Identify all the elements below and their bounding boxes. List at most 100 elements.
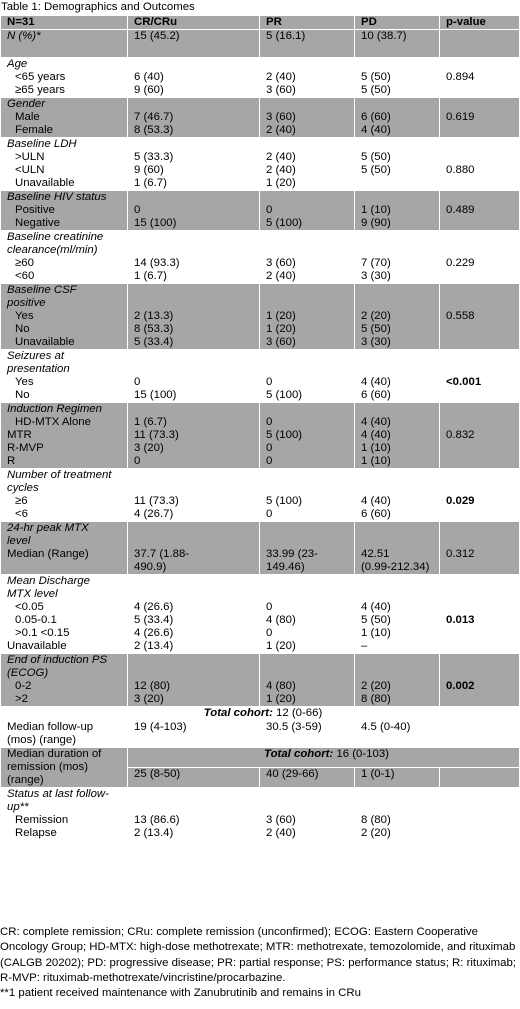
value: 5 (33.4) xyxy=(134,336,174,348)
cell-cr: 2 (13.3) 8 (53.3) 5 (33.4) xyxy=(127,283,260,350)
value: 490.9) xyxy=(134,561,167,573)
sub-label: Positive xyxy=(15,204,55,216)
value: 4.5 (0-40) xyxy=(361,721,411,733)
cell-pr: 5 (100) 0 xyxy=(259,468,355,522)
p-value: 0.619 xyxy=(446,111,475,123)
cell-pr: 5 (16.1) xyxy=(259,29,355,58)
cell-cr: 0 15 (100) xyxy=(127,349,260,403)
value: 4 (40) xyxy=(361,124,391,136)
sub-label: ≥60 xyxy=(15,257,34,269)
group-label: 24-hr peak MTX xyxy=(7,522,89,534)
sub-label: R-MVP xyxy=(7,442,44,454)
value: 8 (80) xyxy=(361,693,391,705)
group-label: MTX level xyxy=(7,588,58,600)
cell-cr: 37.7 (1.88- 490.9) xyxy=(127,521,260,575)
value: 1 (6.7) xyxy=(134,177,167,189)
sub-label: Yes xyxy=(15,310,34,322)
cell-pd: 4.5 (0-40) xyxy=(354,720,440,748)
value: 1 (20) xyxy=(266,310,296,322)
cell-p: 0.229 xyxy=(439,230,520,284)
value: 3 (60) xyxy=(266,336,296,348)
footnote-abbreviations: CR: complete remission; CRu: complete re… xyxy=(0,926,516,984)
group-label: Seizures at xyxy=(7,350,64,362)
value: 3 (60) xyxy=(266,84,296,96)
value: 0 xyxy=(266,601,273,613)
value: 1 (10) xyxy=(361,627,391,639)
table-row: Age <65 years ≥65 years 6 (40) 9 (60) 2 (40… xyxy=(0,57,520,98)
total-cohort-value: 12 (0-66) xyxy=(272,707,323,719)
cell-p: <0.001 xyxy=(439,349,520,403)
group-label: Age xyxy=(7,58,28,70)
cell-pd: 2 (20) 8 (80) xyxy=(354,653,440,707)
cell-p: 0.894 xyxy=(439,57,520,98)
value: 30.5 (3-59) xyxy=(266,721,322,733)
sub-label: Unavailable xyxy=(15,177,75,189)
cell-p: 0.880 xyxy=(439,137,520,191)
value: 9 (60) xyxy=(134,84,164,96)
table-row: Status at last follow-up** Remission Relap… xyxy=(0,787,520,841)
total-cohort-label: Total cohort: xyxy=(264,748,334,760)
value: – xyxy=(361,640,368,652)
value: 5 (100) xyxy=(266,217,303,229)
value: 1 (20) xyxy=(266,640,296,652)
value: 3 (30) xyxy=(361,270,391,282)
value: 11 (73.3) xyxy=(134,429,179,441)
sub-label: Yes xyxy=(15,376,34,388)
value: 2 (40) xyxy=(266,124,296,136)
group-label: cycles xyxy=(7,482,39,494)
cell-pr: 2 (40) 2 (40) 1 (20) xyxy=(259,137,355,191)
value: 0 xyxy=(134,204,141,216)
total-cohort-label: Total cohort: xyxy=(203,707,273,719)
group-label: up** xyxy=(7,801,29,813)
row-label: End of induction PS (ECOG) 0-2 >2 xyxy=(0,653,128,707)
header-pd: PD xyxy=(354,15,440,30)
cell-pd: 1 (10) 9 (90) xyxy=(354,190,440,231)
group-label: Median follow-up xyxy=(7,721,94,733)
group-label: Baseline creatinine xyxy=(7,231,104,243)
sub-label: HD-MTX Alone xyxy=(15,416,91,428)
group-label: Number of treatment xyxy=(7,469,112,481)
cell-p xyxy=(439,29,520,58)
table-title: Table 1: Demographics and Outcomes xyxy=(1,1,195,13)
sub-label: Remission xyxy=(15,814,69,826)
sub-label: Male xyxy=(15,111,40,123)
cell-cr: 13 (86.6) 2 (13.4) xyxy=(127,787,260,841)
cell-pd: 4 (40) 6 (60) xyxy=(354,349,440,403)
value: 5 (50) xyxy=(361,323,391,335)
value: 6 (60) xyxy=(361,508,391,520)
value: 14 (93.3) xyxy=(134,257,180,269)
group-label: Median duration of xyxy=(7,748,102,760)
cell-pd: 4 (40) 6 (60) xyxy=(354,468,440,522)
value: 8 (53.3) xyxy=(134,124,174,136)
value: (0.99-212.34) xyxy=(361,561,430,573)
value: 4 (26.6) xyxy=(134,627,174,639)
cell-p: 0.619 xyxy=(439,97,520,138)
value: 5 (33.3) xyxy=(134,151,174,163)
total-cohort-value: 16 (0-103) xyxy=(333,748,389,760)
cell-cr: 12 (80) 3 (20) xyxy=(127,653,260,707)
group-label: (ECOG) xyxy=(7,667,49,679)
table-row: Mean Discharge MTX level <0.05 0.05-0.1 >0.1… xyxy=(0,574,520,654)
cell-pr: 4 (80) 1 (20) xyxy=(259,653,355,707)
cell-pd: 7 (70) 3 (30) xyxy=(354,230,440,284)
value: 1 (10) xyxy=(361,204,391,216)
value: 1 (20) xyxy=(266,323,296,335)
sub-label: Unavailable xyxy=(7,640,67,652)
cell-p: 0.312 xyxy=(439,521,520,575)
value: 1 (0-1) xyxy=(361,768,395,780)
row-label: 24-hr peak MTX level Median (Range) xyxy=(0,521,128,575)
table-row: Total cohort: 12 (0-66) xyxy=(0,706,520,721)
p-value: 0.880 xyxy=(446,164,475,176)
table-row: Median follow-up (mos) (range) 19 (4-103)… xyxy=(0,720,520,748)
header-pvalue: p-value xyxy=(439,15,520,30)
cell-pd: 6 (60) 4 (40) xyxy=(354,97,440,138)
total-cohort-cell: Total cohort: 12 (0-66) xyxy=(0,706,520,721)
cell-p xyxy=(439,787,520,841)
group-label: End of induction PS xyxy=(7,654,108,666)
row-label: Baseline LDH >ULN <ULN Unavailable xyxy=(0,137,128,191)
value: 4 (40) xyxy=(361,601,391,613)
sub-label: MTR xyxy=(7,429,32,441)
cell-pr: 3 (60) 2 (40) xyxy=(259,97,355,138)
